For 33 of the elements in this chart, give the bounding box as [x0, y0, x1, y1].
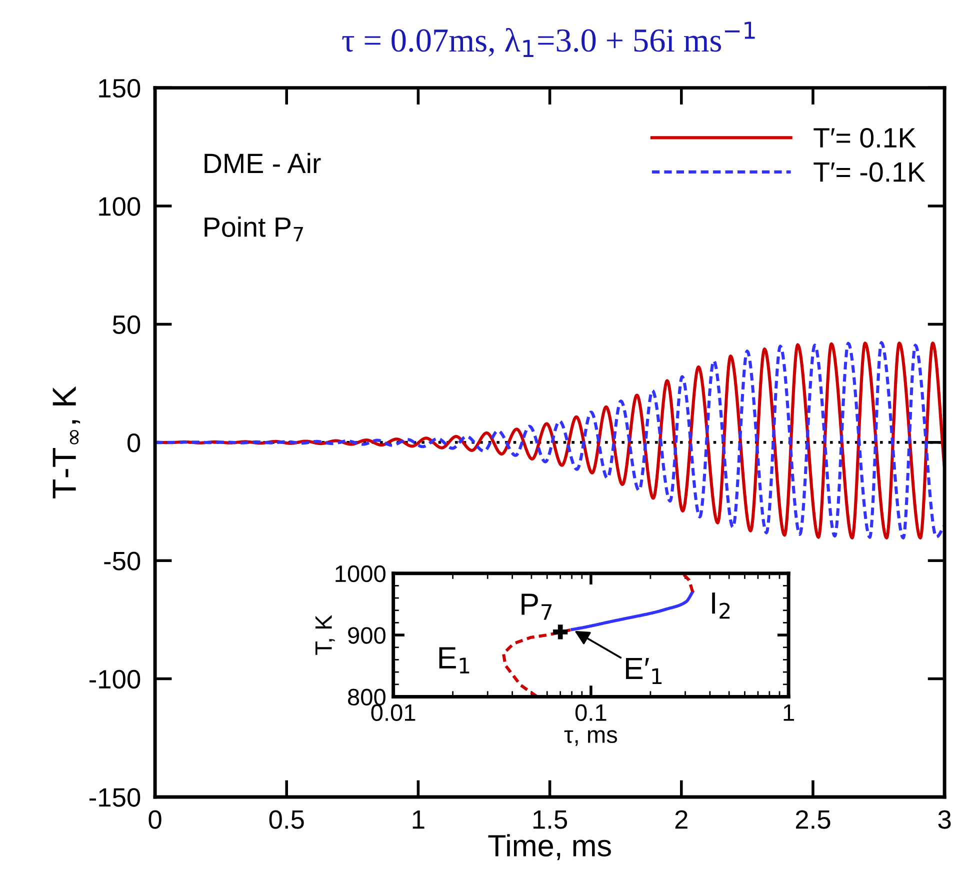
y-tick-label: -150 [90, 788, 140, 807]
legend-label: T′= 0.1K [814, 128, 916, 148]
y-tick-label: 100 [99, 197, 140, 216]
x-tick-label: 2 [675, 810, 688, 829]
annotation: Point P$_{7}$ [204, 216, 303, 242]
y-tick-label: -50 [104, 552, 140, 570]
y-tick-label: 1000 [336, 565, 386, 582]
y-tick-label: 900 [348, 627, 386, 644]
x-tick-label: 1 [784, 704, 794, 721]
y-tick-label: 800 [348, 688, 386, 706]
x-tick-label: 3 [938, 810, 951, 829]
y-axis-title: T, K [315, 614, 335, 655]
x-tick-label: 0.01 [371, 704, 416, 722]
x-tick-label: 0 [148, 810, 162, 829]
legend-label: T′= -0.1K [814, 162, 926, 182]
x-axis-title: Time, ms [488, 834, 611, 860]
x-tick-label: 1.5 [533, 810, 568, 829]
annotation: E$_{1}$ [439, 647, 470, 674]
y-axis-title: T-T$_{∞}$, K [52, 386, 80, 498]
x-axis-title: τ, ms [564, 730, 618, 746]
y-tick-label: 150 [99, 78, 140, 98]
y-tick-label: 50 [112, 315, 140, 334]
y-tick-label: -100 [90, 670, 140, 689]
x-tick-label: 1 [412, 810, 424, 829]
y-tick-label: 0 [128, 434, 140, 452]
annotation: E′$_{1}$ [626, 658, 662, 684]
annotation: P$_{7}$ [522, 594, 552, 620]
x-tick-label: 0.5 [269, 810, 304, 829]
annotation: I$_{2}$ [712, 592, 730, 619]
annotation: DME - Air [204, 152, 321, 173]
chart-title: τ = 0.07ms, λ$_{1}$=3.0 + 56i ms$^{−1}$ [342, 22, 755, 57]
x-tick-label: 2.5 [796, 810, 830, 829]
x-tick-label: 0.1 [575, 704, 606, 722]
